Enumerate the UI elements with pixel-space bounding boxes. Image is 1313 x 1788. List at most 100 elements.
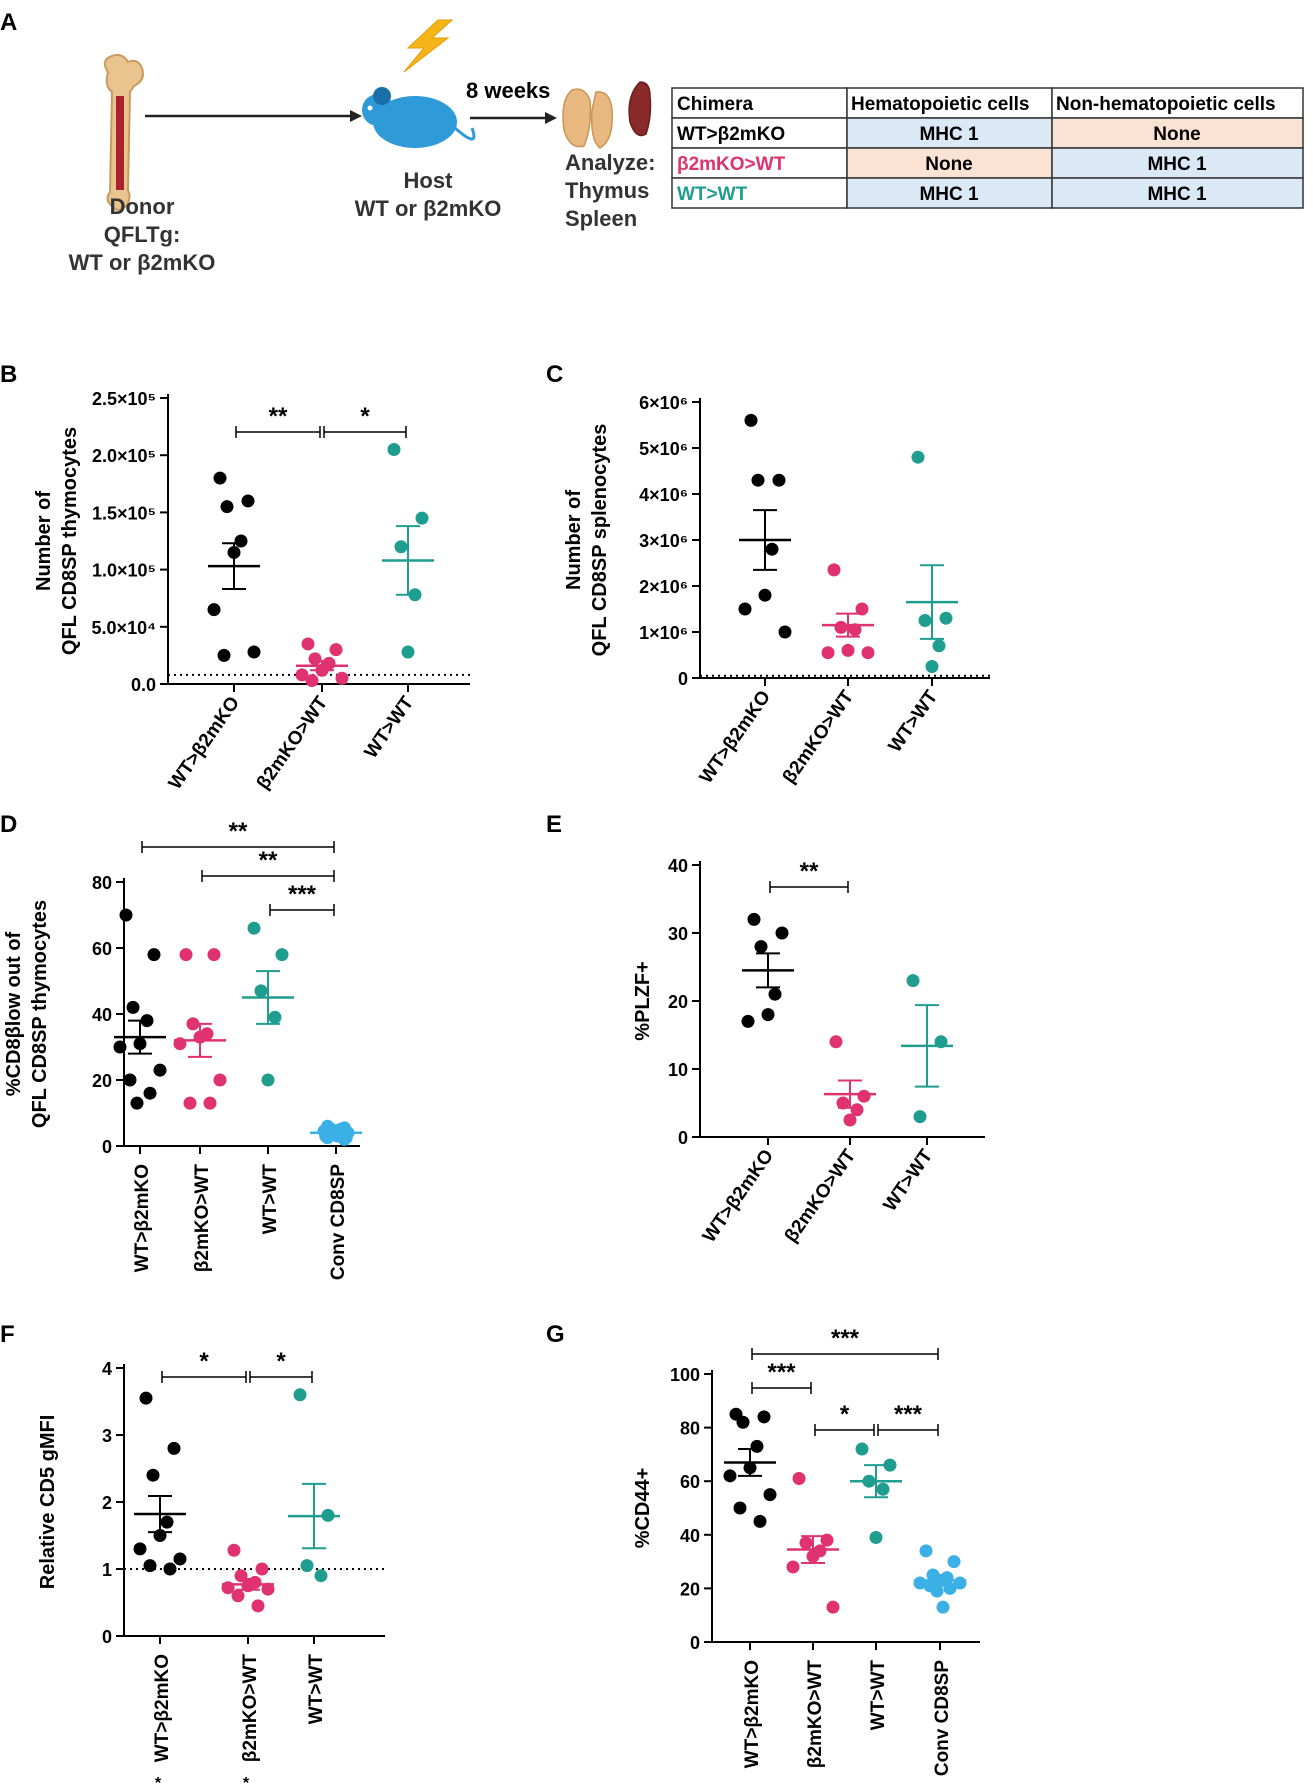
x-tick-label: WT>WT bbox=[361, 693, 419, 763]
category-mark: * bbox=[243, 1775, 250, 1788]
y-axis-label: Relative CD5 gMFI bbox=[37, 1415, 59, 1589]
y-tick-label: 40 bbox=[668, 856, 688, 876]
data-point bbox=[254, 984, 268, 998]
data-point bbox=[947, 1555, 961, 1569]
data-point bbox=[227, 1543, 241, 1557]
y-tick-label: 40 bbox=[680, 1526, 700, 1546]
data-point bbox=[855, 1442, 869, 1456]
y-tick-label: 0 bbox=[102, 1627, 112, 1647]
data-point bbox=[130, 1096, 144, 1110]
data-point bbox=[925, 660, 939, 673]
data-point bbox=[220, 500, 234, 514]
data-point bbox=[268, 1010, 282, 1024]
y-tick-label: 1 bbox=[102, 1560, 112, 1580]
data-point bbox=[775, 926, 789, 940]
y-tick-label: 20 bbox=[668, 992, 688, 1012]
data-point bbox=[207, 948, 221, 962]
data-point bbox=[821, 646, 835, 660]
schematic: 8 weeks Donor QFLTg: WT or β2mKO Host WT… bbox=[69, 19, 1304, 275]
data-point bbox=[231, 1589, 245, 1603]
x-tick-label: WT>β2mKO bbox=[132, 1164, 153, 1272]
significance-label: ** bbox=[269, 403, 288, 430]
data-point bbox=[939, 611, 953, 625]
chart-c: 0 1×10⁶ 2×10⁶ 3×10⁶ 4×10⁶ 5×10⁶ 6×10⁶ Number of… bbox=[563, 393, 990, 788]
table-cell bbox=[671, 177, 848, 209]
table-cell bbox=[846, 147, 1053, 179]
y-tick-label: 10 bbox=[668, 1060, 688, 1080]
x-tick-label: β2mKO>WT bbox=[192, 1164, 213, 1273]
y-axis-label: QFL CD8SP splenocytes bbox=[589, 424, 611, 657]
significance-label: *** bbox=[894, 1401, 923, 1428]
table-cell bbox=[1051, 147, 1304, 179]
y-tick-label: 4×10⁶ bbox=[639, 485, 688, 505]
data-point bbox=[911, 450, 925, 464]
y-tick-label: 20 bbox=[680, 1579, 700, 1599]
data-point bbox=[930, 1584, 944, 1598]
x-tick-label: WT>WT bbox=[880, 1146, 938, 1216]
data-point bbox=[936, 1600, 950, 1614]
data-point bbox=[113, 1040, 127, 1054]
y-axis-label: %PLZF+ bbox=[632, 961, 654, 1040]
data-point bbox=[335, 671, 349, 685]
data-point bbox=[234, 534, 248, 548]
weeks-label: 8 weeks bbox=[466, 78, 550, 103]
y-tick-label: 0 bbox=[690, 1633, 700, 1653]
data-point bbox=[869, 1530, 883, 1544]
significance-label: ** bbox=[229, 818, 248, 845]
analyze-label: Analyze: bbox=[565, 150, 655, 175]
data-point bbox=[843, 1113, 857, 1127]
x-tick-label: β2mKO>WT bbox=[781, 1146, 860, 1247]
data-point bbox=[401, 645, 415, 659]
data-point bbox=[255, 1562, 269, 1576]
data-point bbox=[179, 948, 193, 962]
data-point bbox=[733, 1501, 747, 1515]
data-point bbox=[247, 921, 261, 935]
data-point bbox=[251, 1599, 265, 1613]
data-point bbox=[308, 652, 322, 666]
data-point bbox=[241, 494, 255, 508]
data-point bbox=[300, 1559, 314, 1573]
significance-label: * bbox=[276, 1348, 286, 1375]
y-tick-label: 100 bbox=[670, 1365, 700, 1385]
data-point bbox=[763, 1488, 777, 1502]
chart-f: 0 1 2 3 4 Relative CD5 gMFI WT>β2mKO * β2mKO>WT *… bbox=[37, 1348, 385, 1788]
significance-label: *** bbox=[767, 1359, 796, 1386]
panel-letter-e: E bbox=[546, 811, 562, 838]
data-point bbox=[143, 1559, 157, 1573]
table-cell-value: MHC 1 bbox=[919, 124, 979, 145]
x-tick-label: Conv CD8SP bbox=[328, 1164, 349, 1280]
chimera-table: Chimera Hematopoietic cells Non-hematopo… bbox=[671, 87, 1304, 209]
y-axis-label: QFL CD8SP thymocytes bbox=[59, 427, 81, 655]
data-point bbox=[146, 1468, 160, 1482]
data-point bbox=[741, 1014, 755, 1028]
data-point bbox=[247, 645, 261, 659]
data-point bbox=[906, 974, 920, 988]
x-tick-label: WT>WT bbox=[260, 1164, 281, 1235]
data-point bbox=[301, 637, 315, 651]
x-tick-label: WT>β2mKO bbox=[742, 1660, 763, 1768]
data-point bbox=[943, 1581, 957, 1595]
y-tick-label: 6×10⁶ bbox=[639, 393, 688, 413]
x-tick-label: Conv CD8SP bbox=[932, 1660, 953, 1776]
data-point bbox=[757, 1410, 771, 1424]
data-point bbox=[850, 1103, 864, 1117]
x-tick-label: WT>β2mKO bbox=[699, 1146, 778, 1247]
data-point bbox=[913, 1110, 927, 1124]
data-point bbox=[143, 1086, 157, 1100]
y-axis-label: %CD8βlow out of bbox=[3, 931, 25, 1096]
data-point bbox=[827, 563, 841, 577]
x-tick-label: WT>WT bbox=[868, 1660, 889, 1731]
table-header: Non-hematopoietic cells bbox=[1056, 94, 1276, 115]
table-header: Hematopoietic cells bbox=[851, 94, 1029, 115]
significance-label: * bbox=[840, 1401, 850, 1428]
data-point bbox=[337, 1132, 351, 1146]
arrow-head bbox=[350, 110, 362, 122]
data-point bbox=[751, 473, 765, 487]
data-point bbox=[160, 1515, 174, 1529]
x-tick-label: WT>β2mKO bbox=[165, 693, 244, 794]
data-point bbox=[217, 648, 231, 662]
data-point bbox=[123, 1073, 137, 1087]
host-label: WT or β2mKO bbox=[355, 196, 502, 221]
data-point bbox=[754, 940, 768, 954]
table-cell bbox=[1051, 117, 1304, 149]
